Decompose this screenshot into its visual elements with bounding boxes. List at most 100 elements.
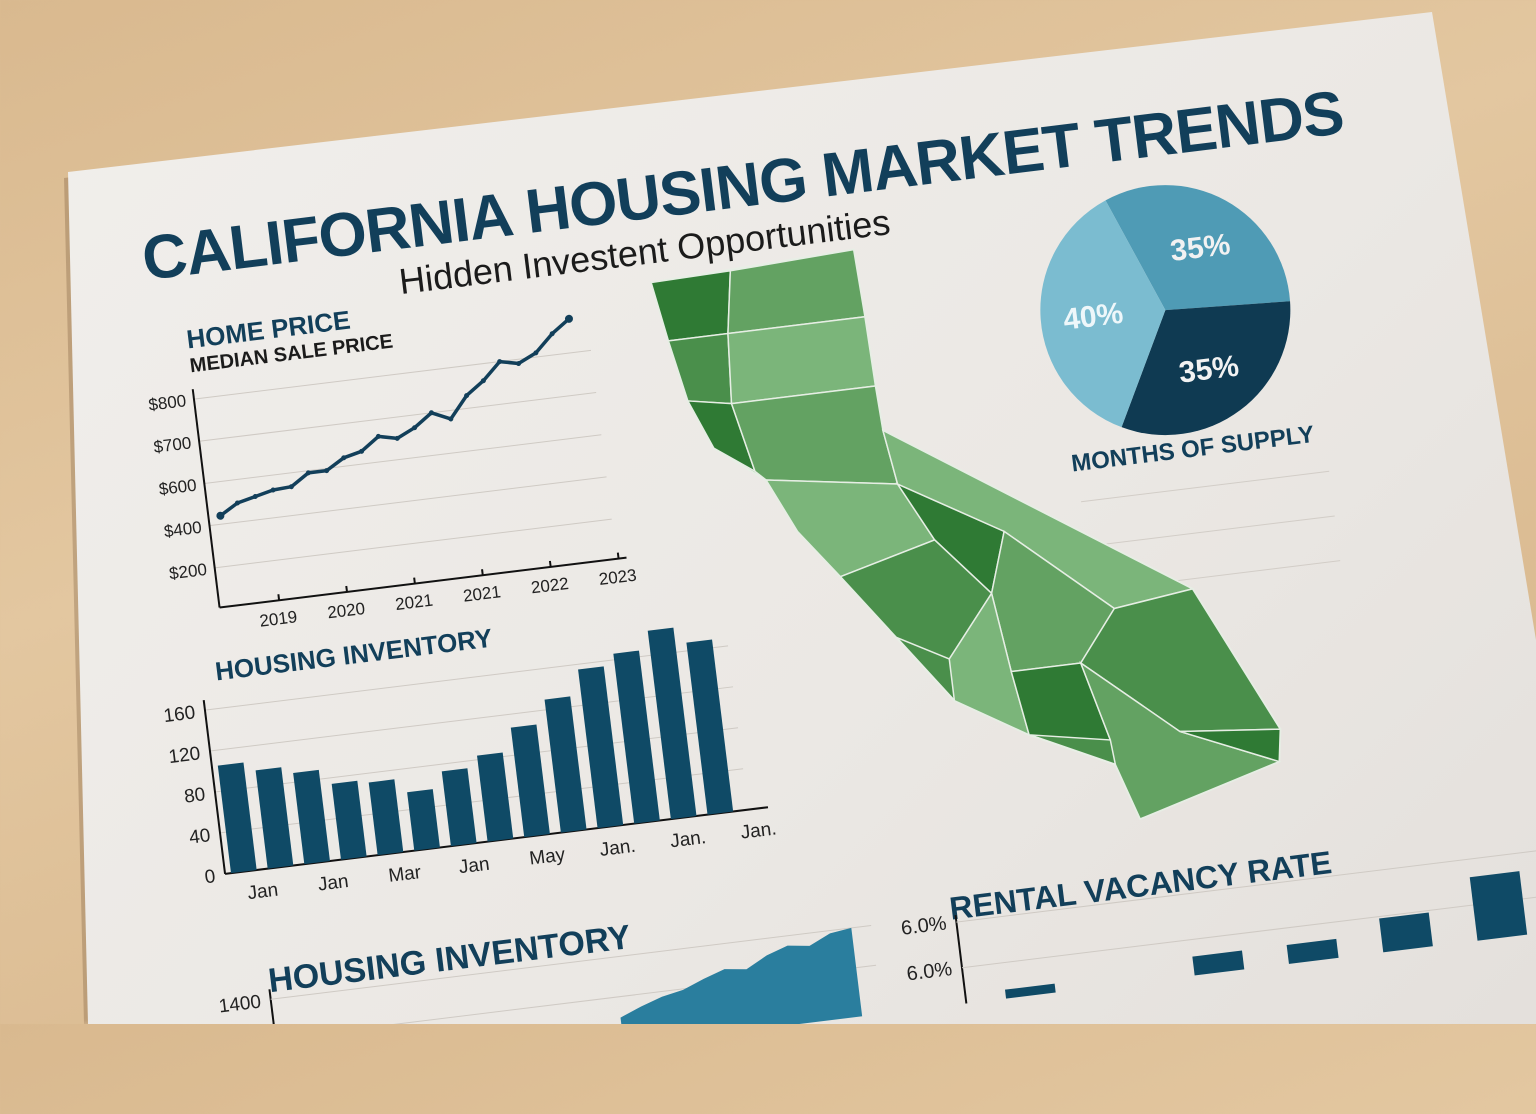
y-tick-label: 0	[204, 866, 217, 888]
inventory-bar	[441, 768, 477, 847]
data-point	[428, 410, 434, 416]
pie-label: 35%	[1177, 350, 1241, 390]
inventory-bar	[544, 696, 587, 833]
x-tick	[548, 560, 552, 568]
vacancy-bar	[1192, 950, 1252, 1024]
y-axis	[268, 989, 283, 1024]
pie-slice	[1105, 185, 1291, 311]
y-axis	[202, 700, 227, 874]
x-tick-label: Jan.	[669, 827, 707, 852]
county-region	[1179, 728, 1282, 763]
data-point	[234, 500, 240, 506]
y-tick-label: 80	[183, 784, 207, 807]
data-point	[464, 393, 470, 399]
inventory-bar	[510, 724, 550, 838]
poster: CALIFORNIA HOUSING MARKET TRENDS Hidden …	[68, 12, 1536, 1024]
inventory-bar	[217, 762, 257, 874]
data-point	[324, 468, 330, 474]
x-tick-label: 2021	[462, 582, 502, 605]
gridline	[270, 925, 872, 1000]
pie-label: 35%	[1169, 228, 1233, 268]
gridline	[209, 476, 607, 527]
x-axis	[219, 556, 627, 609]
y-tick-label: $700	[153, 433, 193, 456]
y-tick-label: $200	[168, 560, 208, 583]
data-point	[516, 361, 522, 367]
county-region	[667, 332, 733, 405]
inventory-bar	[613, 650, 660, 824]
x-tick	[481, 569, 484, 576]
x-tick-label: 2022	[530, 574, 570, 597]
x-tick-label: Jan	[246, 880, 279, 905]
data-point	[480, 378, 486, 384]
inventory-bar	[647, 627, 697, 820]
x-tick-label: Mar	[387, 862, 423, 887]
inventory-area	[620, 927, 865, 1024]
x-tick	[277, 594, 281, 601]
x-tick-label: 2019	[258, 607, 298, 630]
inventory-bar	[686, 639, 734, 815]
data-point	[305, 470, 311, 476]
x-tick	[413, 577, 416, 584]
y-tick-label: 6.0%	[900, 912, 948, 939]
inventory-bar	[293, 769, 330, 865]
gridline	[956, 841, 1536, 923]
gridline	[961, 887, 1536, 969]
x-tick-label: May	[528, 844, 567, 869]
inventory-bar	[255, 767, 294, 869]
x-tick	[345, 585, 348, 593]
placeholder-line	[1081, 470, 1330, 503]
x-tick	[616, 552, 620, 559]
gridline	[204, 434, 602, 484]
pie-slice	[1121, 301, 1291, 436]
gridline	[209, 686, 734, 752]
data-point	[341, 455, 347, 461]
vacancy-bar	[1286, 938, 1346, 1020]
y-tick-label: 160	[162, 702, 196, 727]
data-point	[252, 493, 258, 499]
y-tick-label: $600	[158, 476, 198, 499]
x-tick-label: Jan	[458, 854, 491, 879]
x-tick-label: 2023	[598, 566, 638, 589]
inventory-bar	[407, 789, 440, 851]
data-point	[497, 359, 503, 365]
data-point	[533, 350, 539, 356]
x-tick-label: 2021	[394, 591, 434, 614]
gridline	[204, 645, 729, 711]
start-point	[216, 511, 225, 520]
gridline	[214, 727, 739, 793]
y-tick-label: 6.0%	[905, 958, 953, 985]
y-tick-label: 120	[167, 743, 201, 768]
vacancy-bar	[1101, 986, 1157, 1024]
inventory-bar	[477, 752, 514, 842]
gridline	[214, 518, 612, 569]
data-point	[394, 435, 400, 441]
y-tick-label: 1400	[218, 992, 263, 1018]
inventory-bar	[331, 780, 367, 860]
vacancy-bar	[1379, 912, 1440, 1008]
end-point	[564, 314, 573, 323]
vacancy-bar	[1469, 871, 1534, 997]
vacancy-bar	[1004, 983, 1063, 1024]
y-tick-label: $800	[147, 391, 187, 414]
x-tick-label: Jan	[317, 871, 350, 896]
pie-label: 40%	[1061, 297, 1125, 337]
y-tick-label: 40	[188, 825, 212, 848]
data-point	[359, 448, 365, 454]
county-region	[650, 269, 732, 342]
inventory-bar	[578, 666, 624, 829]
gridline	[193, 349, 592, 400]
data-point	[448, 416, 454, 422]
y-tick-label: $400	[163, 518, 203, 541]
data-point	[270, 487, 276, 493]
y-axis	[954, 915, 972, 1024]
data-point	[412, 425, 418, 431]
data-point	[288, 484, 294, 490]
inventory-bar	[368, 779, 404, 856]
x-tick-label: Jan.	[740, 818, 778, 843]
pie-slice	[1040, 200, 1166, 428]
x-tick-label: Jan.	[599, 836, 637, 861]
y-axis	[191, 389, 221, 608]
data-point	[549, 331, 555, 337]
